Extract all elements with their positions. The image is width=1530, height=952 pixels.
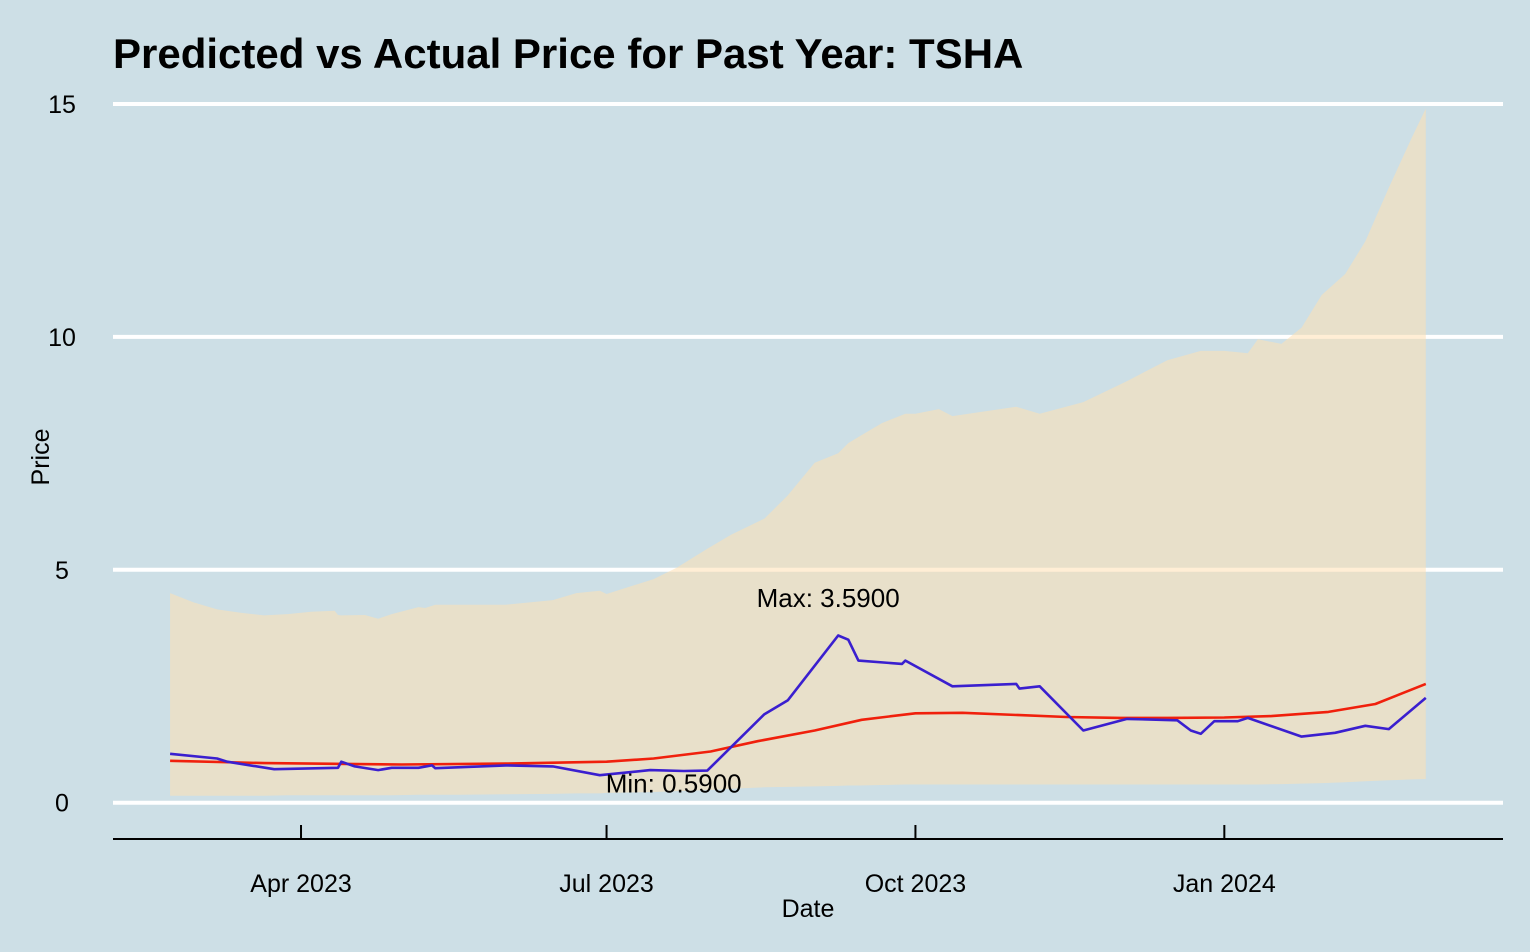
confidence-band-group bbox=[170, 108, 1426, 796]
chart-title: Predicted vs Actual Price for Past Year:… bbox=[113, 30, 1023, 77]
x-tick-label: Apr 2023 bbox=[250, 870, 351, 898]
series-lines bbox=[169, 634, 1427, 777]
y-axis: 0 5 10 15 bbox=[48, 91, 76, 818]
y-axis-title: Price bbox=[27, 429, 55, 486]
y-tick-label: 15 bbox=[48, 91, 76, 119]
annotations: Max: 3.5900 Min: 0.5900 bbox=[606, 583, 900, 798]
x-tick-label: Oct 2023 bbox=[865, 870, 966, 898]
x-axis-title: Date bbox=[782, 895, 835, 923]
actual-price-line bbox=[169, 634, 1427, 777]
predicted-price-line bbox=[170, 682, 1427, 766]
prediction-band bbox=[170, 108, 1426, 796]
y-tick-label: 0 bbox=[55, 790, 69, 818]
x-tick-label: Jul 2023 bbox=[559, 870, 654, 898]
x-tick-label: Jan 2024 bbox=[1173, 870, 1276, 898]
x-axis: Apr 2023 Jul 2023 Oct 2023 Jan 2024 bbox=[113, 825, 1503, 898]
y-tick-label: 5 bbox=[55, 557, 69, 585]
min-annotation: Min: 0.5900 bbox=[606, 768, 742, 798]
max-annotation: Max: 3.5900 bbox=[757, 583, 900, 613]
y-tick-label: 10 bbox=[48, 324, 76, 352]
